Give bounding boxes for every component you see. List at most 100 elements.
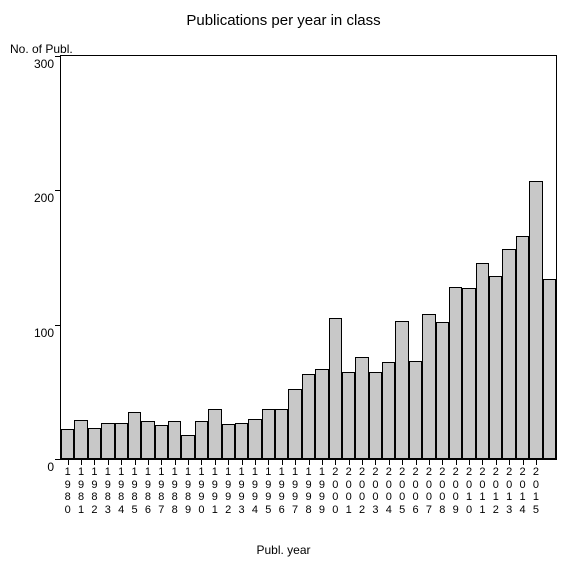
bar xyxy=(262,409,275,459)
x-tick-mark xyxy=(469,460,470,465)
bar xyxy=(355,357,368,459)
x-axis-label: Publ. year xyxy=(0,543,567,557)
bar xyxy=(235,423,248,459)
x-tick-label: 2 0 0 7 xyxy=(424,466,434,517)
bar xyxy=(61,429,74,459)
bar xyxy=(208,409,221,459)
bars-layer xyxy=(61,56,556,459)
x-tick-mark xyxy=(188,460,189,465)
chart-container: Publications per year in class No. of Pu… xyxy=(0,0,567,567)
x-tick-label: 1 9 8 1 xyxy=(76,466,86,517)
x-tick-mark xyxy=(389,460,390,465)
x-tick-label: 1 9 8 8 xyxy=(170,466,180,517)
bar xyxy=(342,372,355,459)
x-tick-mark xyxy=(429,460,430,465)
x-tick-mark xyxy=(362,460,363,465)
x-tick-label: 2 0 0 9 xyxy=(451,466,461,517)
x-tick-mark xyxy=(282,460,283,465)
bar xyxy=(462,288,475,459)
x-axis-ticks: 1 9 8 01 9 8 11 9 8 21 9 8 31 9 8 41 9 8… xyxy=(60,460,557,530)
x-tick-label: 2 0 1 4 xyxy=(518,466,528,517)
bar xyxy=(543,279,556,459)
x-tick-mark xyxy=(215,460,216,465)
x-tick-mark xyxy=(482,460,483,465)
bar xyxy=(489,276,502,459)
x-tick-mark xyxy=(255,460,256,465)
x-tick-mark xyxy=(402,460,403,465)
x-tick-mark xyxy=(335,460,336,465)
bar xyxy=(115,423,128,459)
x-tick-label: 2 0 0 8 xyxy=(437,466,447,517)
x-tick-mark xyxy=(523,460,524,465)
x-tick-label: 1 9 8 9 xyxy=(183,466,193,517)
plot-area xyxy=(60,55,557,460)
x-tick-mark xyxy=(108,460,109,465)
bar xyxy=(248,419,261,459)
x-tick-label: 2 0 1 1 xyxy=(477,466,487,517)
x-tick-label: 1 9 9 8 xyxy=(304,466,314,517)
x-tick-label: 1 9 9 9 xyxy=(317,466,327,517)
x-tick-label: 1 9 8 3 xyxy=(103,466,113,517)
y-tick-label: 200 xyxy=(34,191,54,205)
bar xyxy=(288,389,301,459)
x-tick-label: 1 9 8 6 xyxy=(143,466,153,517)
x-tick-mark xyxy=(295,460,296,465)
bar xyxy=(195,421,208,459)
y-axis-ticks: 0100200300 xyxy=(0,55,60,460)
bar xyxy=(74,420,87,459)
y-axis-label: No. of Publ. xyxy=(10,42,73,56)
bar xyxy=(409,361,422,459)
x-tick-label: 2 0 0 5 xyxy=(397,466,407,517)
x-tick-mark xyxy=(68,460,69,465)
x-tick-label: 1 9 9 7 xyxy=(290,466,300,517)
x-tick-label: 2 0 0 1 xyxy=(344,466,354,517)
bar xyxy=(141,421,154,459)
bar xyxy=(436,322,449,459)
x-tick-mark xyxy=(509,460,510,465)
bar xyxy=(529,181,542,459)
x-tick-mark xyxy=(456,460,457,465)
y-tick-label: 100 xyxy=(34,326,54,340)
x-tick-mark xyxy=(322,460,323,465)
x-tick-label: 2 0 1 0 xyxy=(464,466,474,517)
chart-title: Publications per year in class xyxy=(0,12,567,29)
x-tick-mark xyxy=(201,460,202,465)
x-tick-mark xyxy=(496,460,497,465)
x-tick-label: 1 9 9 1 xyxy=(210,466,220,517)
x-tick-label: 2 0 1 5 xyxy=(531,466,541,517)
y-tick-label: 0 xyxy=(47,460,54,474)
x-tick-mark xyxy=(148,460,149,465)
x-tick-mark xyxy=(442,460,443,465)
bar xyxy=(476,263,489,459)
x-tick-label: 1 9 8 5 xyxy=(130,466,140,517)
bar xyxy=(422,314,435,459)
x-tick-label: 2 0 1 2 xyxy=(491,466,501,517)
x-tick-label: 2 0 0 3 xyxy=(370,466,380,517)
bar xyxy=(395,321,408,459)
bar xyxy=(155,425,168,459)
x-tick-mark xyxy=(268,460,269,465)
bar xyxy=(315,369,328,459)
x-tick-label: 2 0 0 0 xyxy=(330,466,340,517)
bar xyxy=(101,423,114,459)
bar xyxy=(222,424,235,459)
x-tick-mark xyxy=(94,460,95,465)
bar xyxy=(168,421,181,459)
x-tick-label: 1 9 9 4 xyxy=(250,466,260,517)
x-tick-label: 2 0 0 2 xyxy=(357,466,367,517)
x-tick-mark xyxy=(349,460,350,465)
x-tick-label: 1 9 9 6 xyxy=(277,466,287,517)
x-tick-label: 1 9 8 4 xyxy=(116,466,126,517)
x-tick-mark xyxy=(161,460,162,465)
bar xyxy=(382,362,395,459)
bar xyxy=(516,236,529,459)
x-tick-mark xyxy=(175,460,176,465)
x-tick-mark xyxy=(228,460,229,465)
x-tick-mark xyxy=(135,460,136,465)
x-tick-label: 1 9 9 2 xyxy=(223,466,233,517)
x-tick-mark xyxy=(242,460,243,465)
bar xyxy=(502,249,515,459)
x-tick-mark xyxy=(121,460,122,465)
x-tick-label: 1 9 8 0 xyxy=(63,466,73,517)
x-tick-label: 1 9 9 0 xyxy=(196,466,206,517)
